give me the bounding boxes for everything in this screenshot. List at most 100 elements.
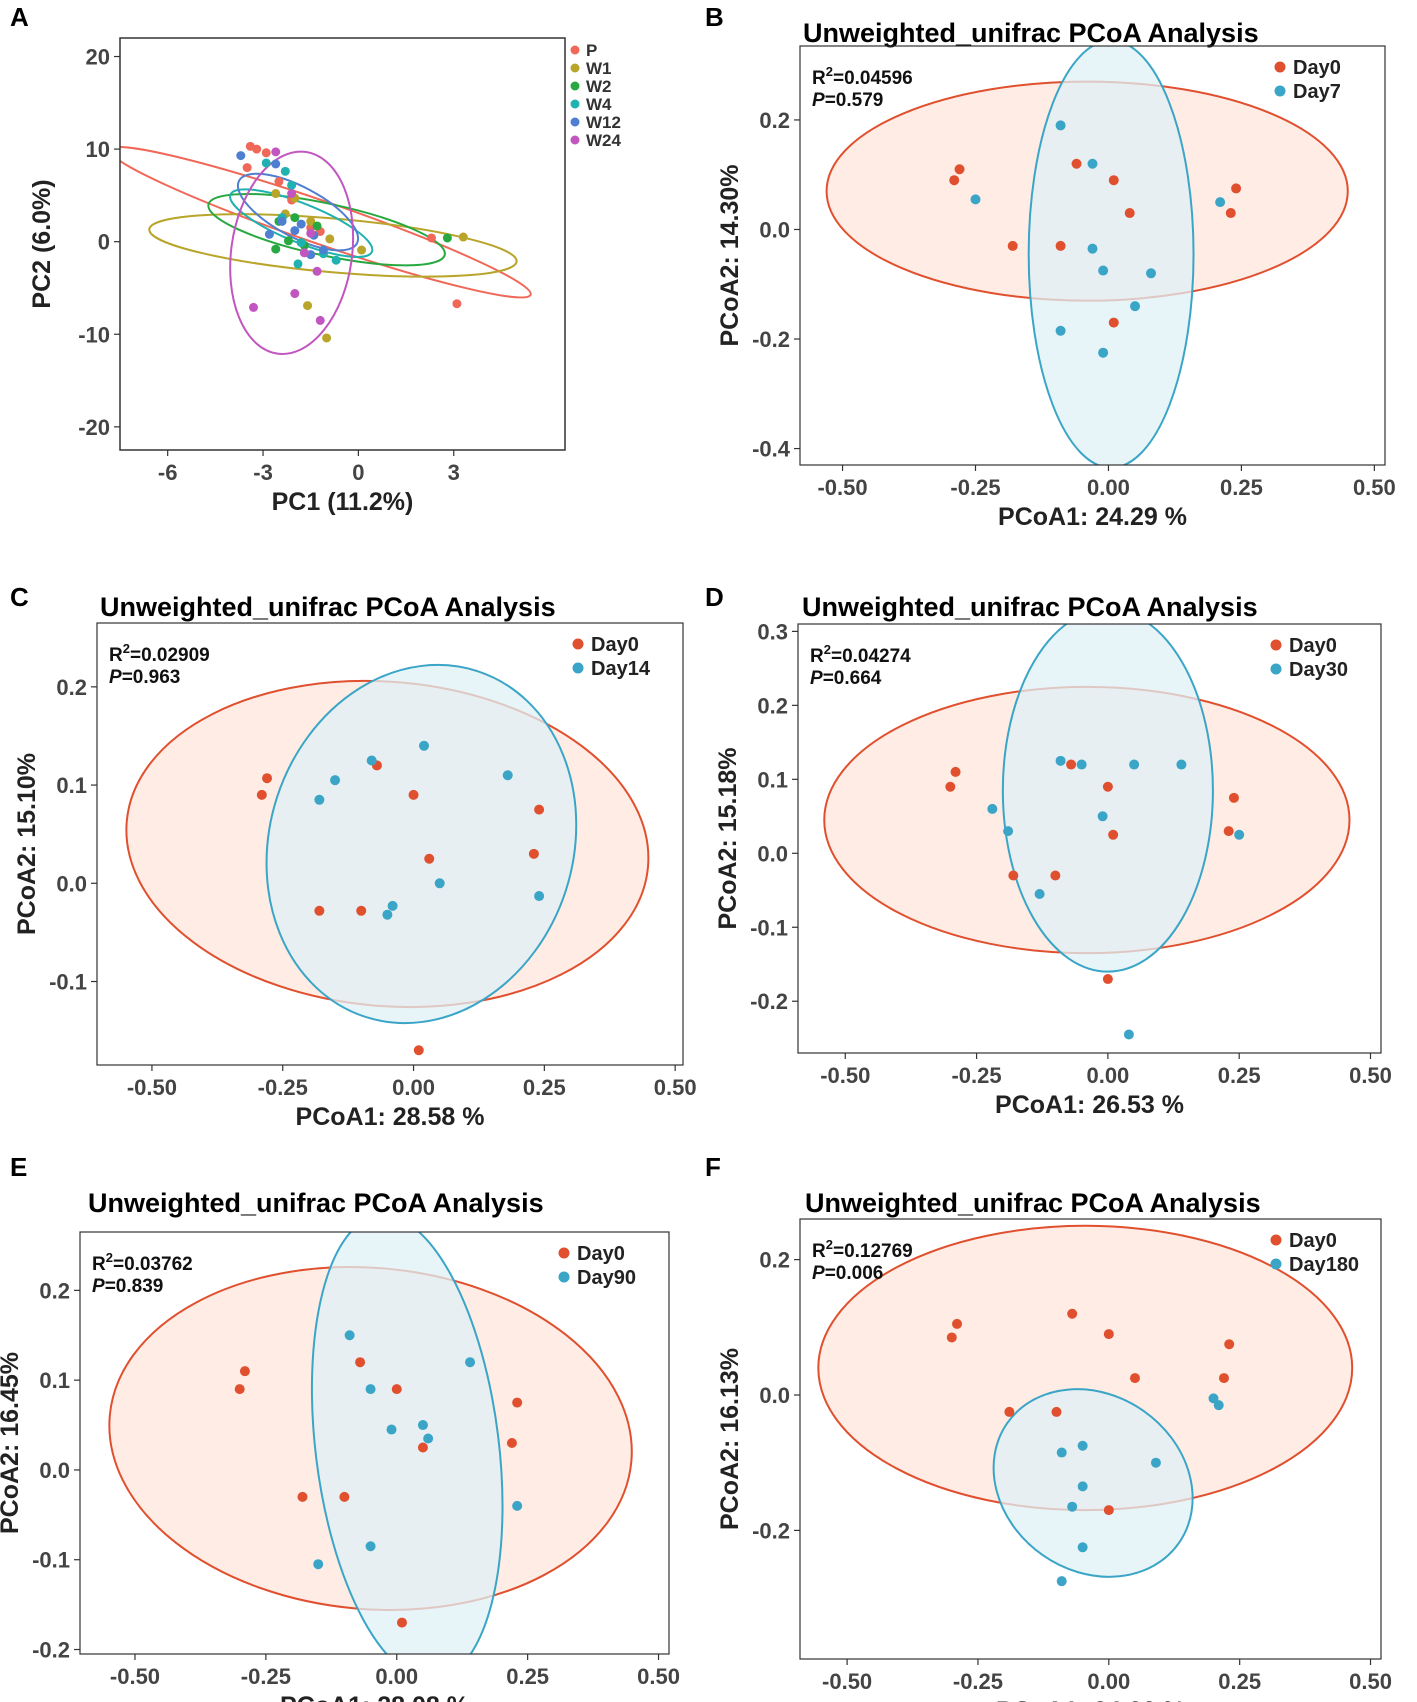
y-tick-label: 0.0: [56, 871, 87, 896]
plot-frame: [96, 622, 684, 1066]
y-tick-label: -0.2: [32, 1638, 70, 1663]
point-day7: [970, 194, 981, 205]
panel-label: B: [705, 2, 724, 32]
p-value: P=0.579: [812, 90, 883, 111]
point-w2: [312, 221, 322, 231]
p-value: P=0.839: [92, 1276, 163, 1297]
plot-area: [823, 624, 1351, 1040]
point-w24: [306, 228, 316, 238]
point-day180: [1077, 1481, 1088, 1492]
point-day14: [387, 900, 398, 911]
point-day30: [1129, 759, 1140, 770]
x-tick-label: -0.25: [258, 1075, 308, 1100]
x-axis-label: PC1 (11.2%): [272, 488, 414, 516]
legend-marker: [570, 45, 580, 55]
point-p: [274, 177, 284, 187]
y-tick-label: -0.2: [752, 327, 790, 352]
legend-label: P: [586, 41, 597, 60]
x-tick-label: -3: [253, 460, 273, 485]
legend-label: Day0: [591, 634, 639, 656]
plot-frame: [799, 45, 1386, 466]
point-day0: [355, 1357, 366, 1368]
legend-marker: [572, 662, 584, 674]
ellipse-day90: [310, 1232, 504, 1654]
point-day7: [1055, 325, 1066, 336]
r2-value: R2=0.02909: [109, 641, 210, 666]
point-day0: [417, 1442, 428, 1453]
point-day0: [1223, 826, 1234, 837]
panel-C: C Unweighted_unifrac PCoA Analysis -0.50 -0…: [10, 582, 697, 1131]
legend-label: Day7: [1293, 81, 1341, 103]
point-day0: [391, 1384, 402, 1395]
ellipse-day14: [265, 663, 578, 1025]
point-day14: [419, 740, 430, 751]
point-day30: [1176, 759, 1187, 770]
point-day0: [256, 789, 267, 800]
point-w2: [283, 236, 293, 246]
point-day14: [330, 775, 341, 786]
point-day90: [512, 1500, 523, 1511]
legend-label: Day0: [1289, 1230, 1337, 1252]
y-tick-label: -20: [78, 415, 110, 440]
point-day30: [1234, 829, 1245, 840]
panel-label: D: [705, 582, 724, 612]
point-day90: [386, 1424, 397, 1435]
y-tick-label: -0.1: [49, 970, 87, 995]
ellipse-day30: [1001, 624, 1214, 973]
x-tick-label: 0.50: [1353, 475, 1396, 500]
point-w24: [299, 248, 309, 258]
y-tick-label: 0.2: [757, 693, 788, 718]
y-tick-label: 20: [86, 45, 110, 70]
y-axis-label: PCoA2: 14.30%: [716, 164, 744, 346]
y-axis-label: PCoA2: 16.13%: [716, 1348, 744, 1530]
point-day90: [365, 1541, 376, 1552]
point-day14: [366, 755, 377, 766]
y-tick-label: 0: [98, 230, 110, 255]
x-tick-label: 0.00: [1087, 475, 1130, 500]
panel-D: D Unweighted_unifrac PCoA Analysis -0.50 -0…: [705, 582, 1392, 1119]
y-axis-label: PCoA2: 16.45%: [0, 1352, 24, 1534]
point-w1: [458, 232, 468, 242]
point-w24: [287, 189, 297, 199]
point-day0: [1055, 240, 1066, 251]
point-day90: [417, 1420, 428, 1431]
point-w12: [264, 229, 274, 239]
legend-marker: [570, 99, 580, 109]
plot-area: [120, 141, 532, 355]
point-day180: [1208, 1393, 1219, 1404]
legend-label: Day14: [591, 658, 651, 680]
plot-frame: [119, 37, 566, 451]
x-tick-label: 0.50: [1349, 1669, 1392, 1694]
point-day30: [1034, 888, 1045, 899]
point-day0: [234, 1384, 245, 1395]
y-tick-label: -0.1: [32, 1548, 70, 1573]
y-tick-label: 0.1: [56, 773, 87, 798]
y-tick-label: 0.2: [39, 1278, 70, 1303]
legend-label: Day0: [577, 1243, 625, 1265]
point-day0: [1050, 870, 1061, 881]
point-day0: [1108, 317, 1119, 328]
point-day90: [344, 1330, 355, 1341]
point-day14: [502, 770, 513, 781]
chart-title: Unweighted_unifrac PCoA Analysis: [805, 1188, 1261, 1218]
point-w1: [303, 301, 313, 311]
x-tick-label: 0.00: [392, 1075, 435, 1100]
x-tick-label: 0.25: [1218, 1063, 1261, 1088]
point-day90: [465, 1357, 476, 1368]
legend-marker: [570, 81, 580, 91]
plot-frame: [799, 1218, 1382, 1660]
x-axis-label: PCoA1: 24.66 %: [996, 1697, 1185, 1702]
point-day0: [954, 164, 965, 175]
point-w24: [312, 266, 322, 276]
y-tick-label: 10: [86, 137, 110, 162]
point-w4: [331, 255, 341, 265]
x-tick-label: -0.50: [127, 1075, 177, 1100]
x-tick-label: -6: [158, 460, 178, 485]
x-tick-label: 0.25: [506, 1664, 549, 1689]
point-day30: [1076, 759, 1087, 770]
